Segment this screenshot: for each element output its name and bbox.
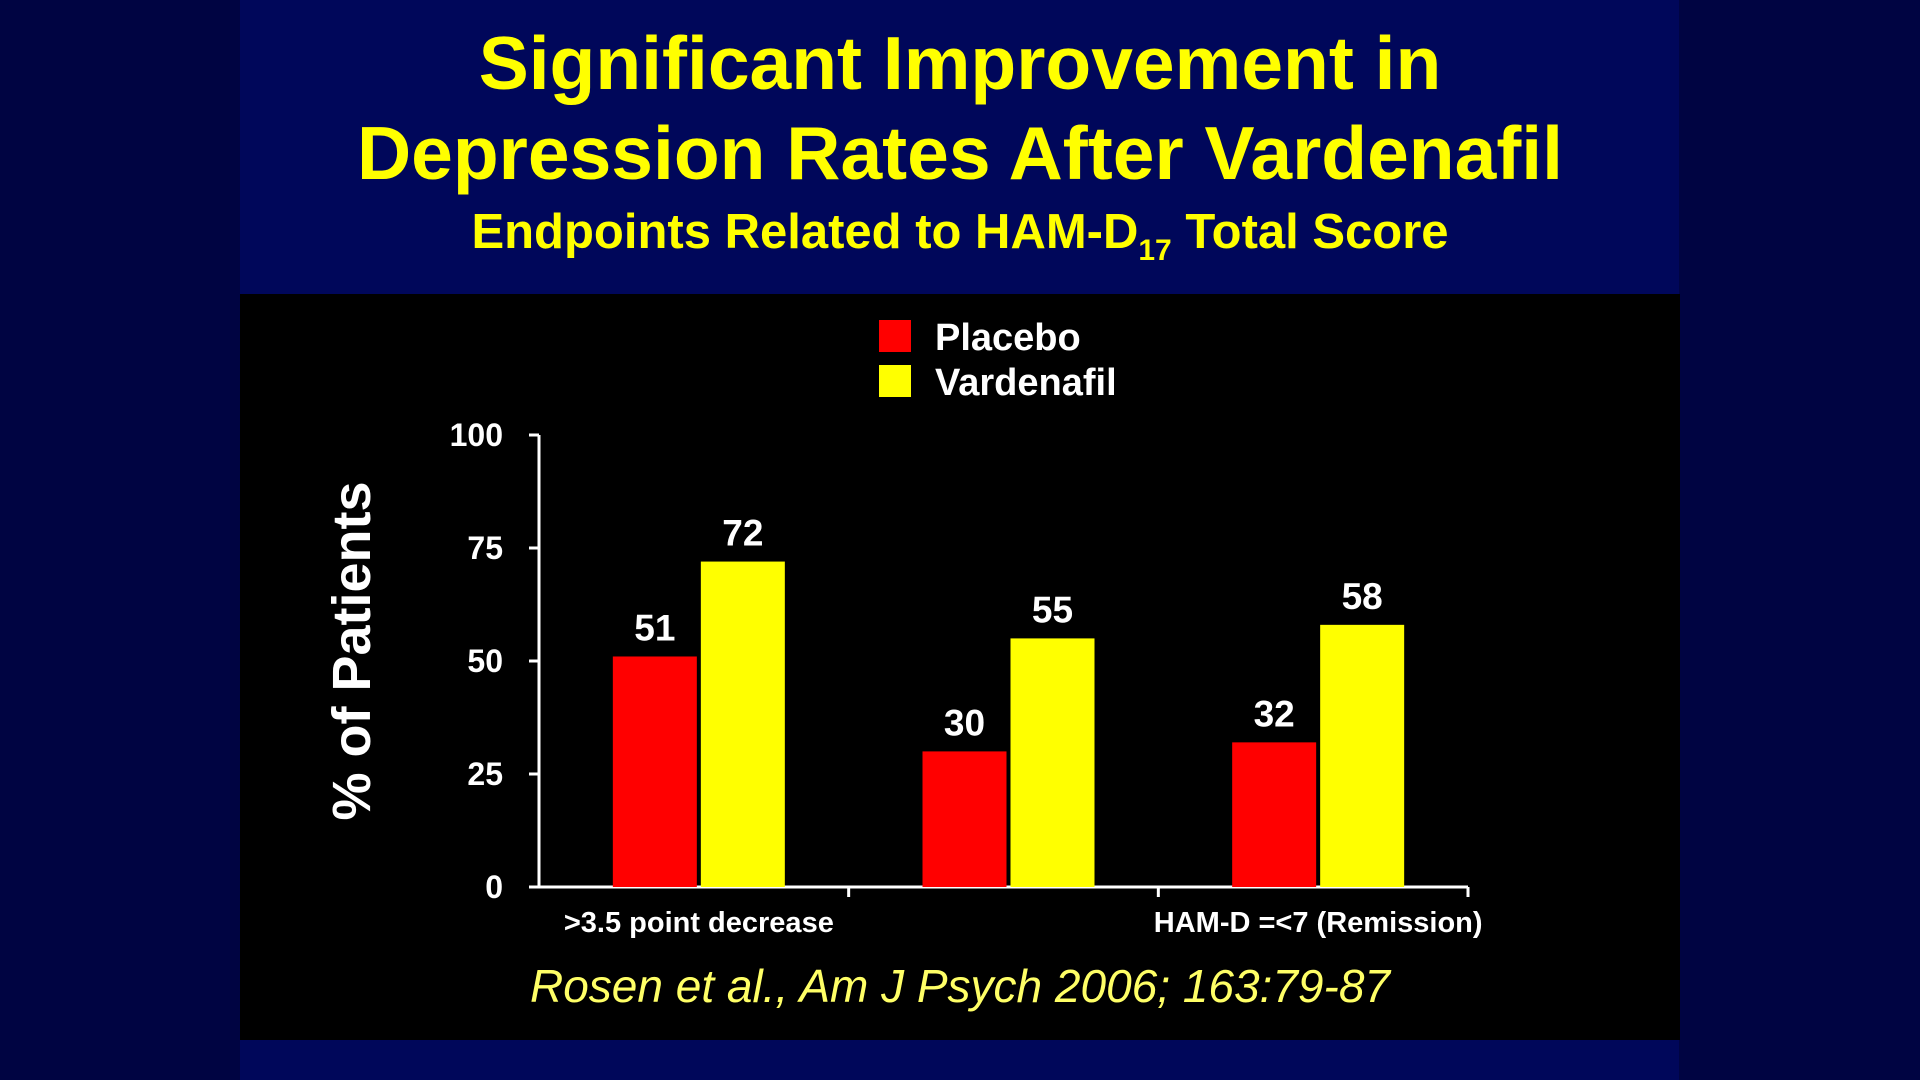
data-label-placebo-1: 30 xyxy=(944,702,985,743)
bar-placebo-1 xyxy=(922,751,1007,887)
bar-chart: % of Patients 0 25 50 75 100 51 72 >3.5 point de… xyxy=(322,317,1483,939)
legend-label-vardenafil: Vardenafil xyxy=(935,362,1117,404)
subtitle-end: Total Score xyxy=(1171,205,1449,259)
legend-swatch-vardenafil xyxy=(879,365,911,397)
x-category-label: HAM-D =<7 (Remission) xyxy=(1154,907,1483,939)
y-tick-label: 50 xyxy=(467,643,503,679)
bar-placebo-2 xyxy=(1232,742,1317,887)
bar-vardenafil-0 xyxy=(700,561,785,887)
y-tick-label: 75 xyxy=(467,530,503,566)
subtitle-subscript: 17 xyxy=(1138,234,1172,267)
bar-placebo-0 xyxy=(612,656,697,887)
left-margin xyxy=(0,0,240,1080)
legend-swatch-placebo xyxy=(879,320,911,352)
y-tick-label: 0 xyxy=(485,869,503,905)
data-label-placebo-0: 51 xyxy=(634,607,675,648)
y-axis-title: % of Patients xyxy=(322,481,382,820)
title-block: Significant Improvement in Depression Ra… xyxy=(240,18,1680,266)
legend-label-placebo: Placebo xyxy=(935,317,1081,359)
bar-vardenafil-2 xyxy=(1320,624,1405,887)
subtitle: Endpoints Related to HAM-D17 Total Score xyxy=(240,202,1680,266)
data-label-vardenafil-2: 58 xyxy=(1342,576,1383,617)
bar-vardenafil-1 xyxy=(1010,638,1095,887)
subtitle-main: Endpoints Related to HAM-D xyxy=(471,205,1139,259)
chart-panel: % of Patients 0 25 50 75 100 51 72 >3.5 point de… xyxy=(240,294,1680,1040)
right-margin xyxy=(1679,0,1920,1080)
y-tick-label: 25 xyxy=(467,756,503,792)
data-label-vardenafil-1: 55 xyxy=(1032,589,1073,630)
data-label-placebo-2: 32 xyxy=(1254,693,1295,734)
title-line-1: Significant Improvement in xyxy=(478,21,1442,105)
title-line-2: Depression Rates After Vardenafil xyxy=(357,111,1563,195)
data-label-vardenafil-0: 72 xyxy=(722,513,763,554)
citation: Rosen et al., Am J Psych 2006; 163:79-87 xyxy=(529,960,1390,1012)
y-tick-label: 100 xyxy=(450,417,503,453)
x-category-label: >3.5 point decrease xyxy=(564,907,834,939)
